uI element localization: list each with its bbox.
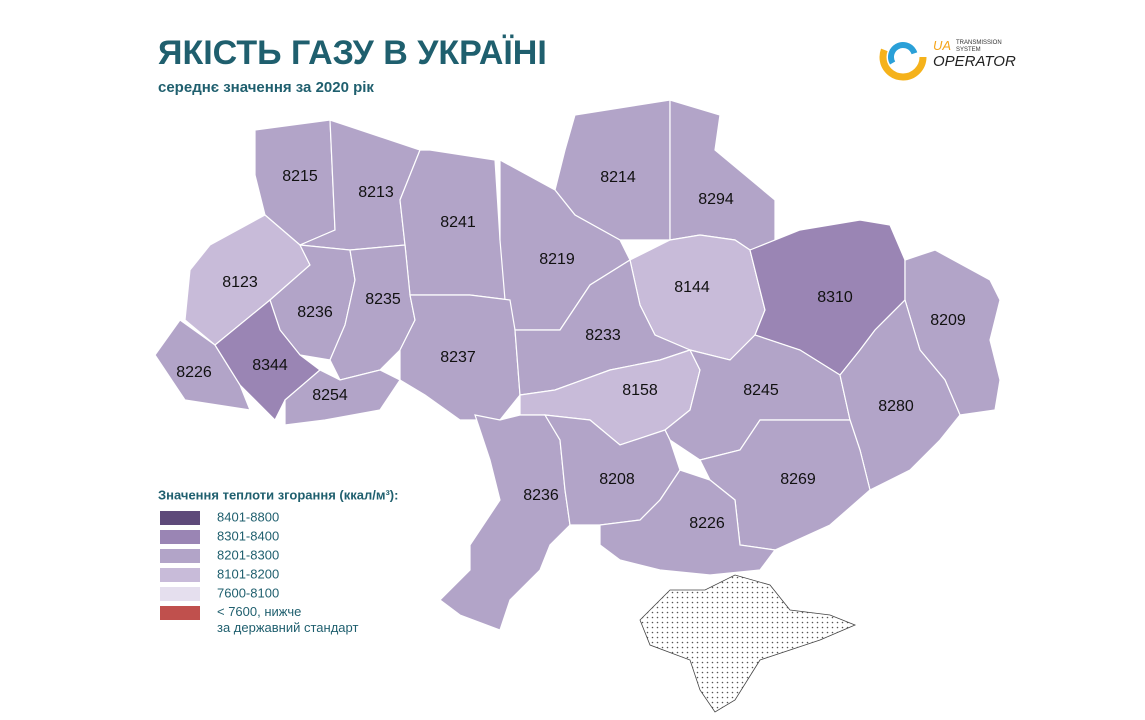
logo-name: OPERATOR bbox=[933, 53, 1016, 70]
legend-swatch bbox=[160, 511, 200, 525]
region-value: 8226 bbox=[176, 364, 212, 381]
crimea bbox=[639, 574, 857, 713]
region-value: 8213 bbox=[358, 184, 394, 201]
region-value: 8310 bbox=[817, 289, 853, 306]
region bbox=[439, 414, 571, 631]
region-value: 8269 bbox=[780, 471, 816, 488]
legend-label: 8101-8200 bbox=[217, 566, 279, 581]
logo-mark: UA bbox=[933, 38, 951, 53]
region-value: 8245 bbox=[743, 382, 779, 399]
region-value: 8236 bbox=[523, 487, 559, 504]
region-value: 8158 bbox=[622, 382, 658, 399]
legend-swatch bbox=[160, 587, 200, 601]
title: ЯКІСТЬ ГАЗУ В УКРАЇНІ bbox=[158, 34, 547, 72]
region-value: 8254 bbox=[312, 387, 348, 404]
region-value: 8209 bbox=[930, 312, 966, 329]
legend-swatch bbox=[160, 606, 200, 620]
region-value: 8294 bbox=[698, 191, 734, 208]
region bbox=[669, 99, 776, 251]
region-value: 8344 bbox=[252, 357, 288, 374]
region-value: 8219 bbox=[539, 251, 575, 268]
legend-swatch bbox=[160, 530, 200, 544]
region-value: 8226 bbox=[689, 515, 725, 532]
legend-label: 7600-8100 bbox=[217, 585, 279, 600]
logo-line: SYSTEM bbox=[956, 47, 981, 53]
subtitle: середнє значення за 2020 рік bbox=[158, 79, 374, 96]
region-value: 8123 bbox=[222, 274, 258, 291]
legend-label: 8401-8800 bbox=[217, 509, 279, 524]
legend-swatch bbox=[160, 568, 200, 582]
region-value: 8233 bbox=[585, 327, 621, 344]
region-value: 8236 bbox=[297, 304, 333, 321]
region-value: 8237 bbox=[440, 349, 476, 366]
legend-title: Значення теплоти згорання (ккал/м³): bbox=[158, 487, 398, 502]
region bbox=[284, 369, 401, 426]
region-value: 8241 bbox=[440, 214, 476, 231]
legend: 8401-8800 8301-8400 8201-8300 8101-8200 7600… bbox=[160, 509, 358, 635]
map: 8215 8213 8241 8214 8294 8123 8219 8144 8310 8236… bbox=[154, 99, 1001, 713]
region-value: 8280 bbox=[878, 398, 914, 415]
legend-swatch bbox=[160, 549, 200, 563]
region bbox=[599, 469, 777, 576]
region-value: 8208 bbox=[599, 471, 635, 488]
logo-line: TRANSMISSION bbox=[956, 40, 1002, 46]
region-value: 8144 bbox=[674, 279, 710, 296]
logo: UA TRANSMISSION SYSTEM OPERATOR bbox=[879, 33, 1016, 81]
legend-label: 8201-8300 bbox=[217, 547, 279, 562]
legend-label: < 7600, нижче за державний стандарт bbox=[217, 604, 358, 635]
legend-label: 8301-8400 bbox=[217, 528, 279, 543]
region-value: 8215 bbox=[282, 168, 318, 185]
region-value: 8235 bbox=[365, 291, 401, 308]
region-value: 8214 bbox=[600, 169, 636, 186]
